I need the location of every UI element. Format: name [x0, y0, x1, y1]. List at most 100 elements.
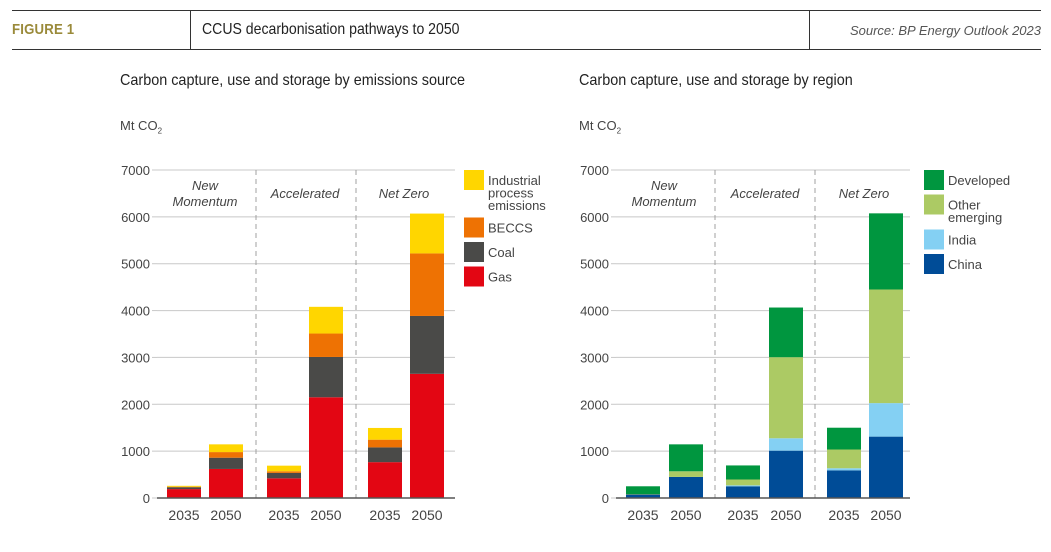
bar-segment-developed — [769, 307, 803, 358]
y-tick-label: 3000 — [580, 350, 609, 365]
legend-swatch — [924, 229, 944, 250]
x-tick-label: 2035 — [727, 507, 758, 523]
bar-segment-coal — [309, 356, 343, 398]
scenario-label: Net Zero — [839, 186, 890, 201]
bar-segment-gas — [167, 489, 201, 498]
bar-segment-india — [769, 438, 803, 451]
y-tick-label: 6000 — [121, 210, 150, 225]
bar-segment-other-emerging — [669, 471, 703, 477]
y-tick-label: 0 — [602, 491, 609, 506]
legend-label: China — [948, 257, 983, 272]
bar-segment-coal — [167, 487, 201, 490]
bar-segment-other-emerging — [769, 357, 803, 439]
unit-subscript: 2 — [616, 126, 622, 136]
scenario-label: Momentum — [631, 194, 696, 209]
legend-swatch — [464, 266, 484, 287]
bar-segment-developed — [669, 444, 703, 472]
bar-segment-developed — [869, 213, 903, 290]
scenario-label: Accelerated — [270, 186, 340, 201]
chart-title-emissions-source: Carbon capture, use and storage by emiss… — [120, 72, 465, 89]
y-tick-label: 4000 — [121, 304, 150, 319]
unit-text: Mt CO — [120, 118, 158, 133]
bar-segment-coal — [267, 472, 301, 479]
scenario-label: New — [192, 178, 220, 193]
bar-segment-industrial-process-emissions — [267, 465, 301, 472]
y-tick-label: 4000 — [580, 304, 609, 319]
bar-segment-india — [869, 403, 903, 437]
x-tick-label: 2050 — [670, 507, 701, 523]
x-tick-label: 2035 — [369, 507, 400, 523]
figure-source: Source: BP Energy Outlook 2023 — [849, 23, 1041, 38]
legend-swatch — [924, 254, 944, 274]
y-tick-label: 7000 — [121, 163, 150, 178]
legend-swatch — [924, 194, 944, 215]
bar-segment-beccs — [267, 471, 301, 473]
bar-segment-china — [869, 436, 903, 498]
bar-segment-industrial-process-emissions — [309, 306, 343, 334]
y-tick-label: 3000 — [121, 350, 150, 365]
bar-segment-gas — [267, 478, 301, 498]
legend-label: Coal — [488, 245, 515, 260]
x-tick-label: 2035 — [828, 507, 859, 523]
bar-segment-gas — [209, 468, 243, 498]
chart-title-region: Carbon capture, use and storage by regio… — [579, 72, 853, 89]
figure-header: FIGURE 1 CCUS decarbonisation pathways t… — [12, 10, 1041, 50]
bar-segment-china — [626, 494, 660, 498]
legend-swatch — [464, 242, 484, 262]
chart-panel-2: 0 1000 2000 3000 4000 5000 6000 7000 NewMomentum… — [580, 163, 1010, 523]
bar-segment-developed — [626, 486, 660, 495]
bar-segment-beccs — [368, 439, 402, 448]
bar-segment-other-emerging — [827, 449, 861, 469]
figure-label: FIGURE 1 — [12, 21, 75, 38]
header-divider — [190, 11, 191, 49]
x-tick-label: 2035 — [268, 507, 299, 523]
y-tick-label: 1000 — [121, 444, 150, 459]
legend-label: Developed — [948, 173, 1010, 188]
legend-label: emerging — [948, 210, 1002, 225]
legend-label: India — [948, 233, 977, 248]
bar-segment-gas — [309, 397, 343, 498]
legend-swatch — [464, 217, 484, 238]
x-tick-label: 2050 — [770, 507, 801, 523]
bar-segment-china — [669, 476, 703, 498]
bar-segment-developed — [726, 465, 760, 480]
y-tick-label: 2000 — [121, 397, 150, 412]
legend-label: Other — [948, 198, 981, 213]
bar-segment-beccs — [309, 333, 343, 357]
y-tick-label: 2000 — [580, 397, 609, 412]
legend-label: BECCS — [488, 221, 533, 236]
bar-segment-coal — [368, 447, 402, 463]
y-tick-label: 7000 — [580, 163, 609, 178]
x-tick-label: 2035 — [627, 507, 658, 523]
header-divider — [809, 11, 810, 49]
bar-segment-industrial-process-emissions — [368, 427, 402, 440]
bar-segment-industrial-process-emissions — [167, 485, 201, 487]
x-tick-label: 2050 — [411, 507, 442, 523]
x-tick-label: 2035 — [168, 507, 199, 523]
bar-segment-india — [726, 485, 760, 487]
bar-segment-coal — [209, 457, 243, 469]
scenario-label: New — [651, 178, 679, 193]
x-tick-label: 2050 — [870, 507, 901, 523]
scenario-label: Accelerated — [730, 186, 800, 201]
y-tick-label: 0 — [143, 491, 150, 506]
legend-swatch — [464, 170, 484, 190]
x-tick-label: 2050 — [310, 507, 341, 523]
bar-segment-china — [827, 470, 861, 498]
bar-segment-india — [827, 468, 861, 471]
bar-segment-gas — [368, 462, 402, 498]
bar-segment-industrial-process-emissions — [209, 444, 243, 453]
bar-segment-gas — [410, 373, 444, 498]
legend-label: Industrial — [488, 173, 541, 188]
x-tick-label: 2050 — [210, 507, 241, 523]
legend-swatch — [924, 170, 944, 190]
bar-segment-developed — [827, 427, 861, 450]
bar-segment-beccs — [410, 253, 444, 316]
bar-segment-beccs — [209, 452, 243, 458]
bar-segment-china — [769, 450, 803, 498]
bar-segment-other-emerging — [869, 289, 903, 404]
unit-text: Mt CO — [579, 118, 617, 133]
legend-label: emissions — [488, 198, 546, 213]
y-unit-label: Mt CO2 — [120, 118, 162, 136]
